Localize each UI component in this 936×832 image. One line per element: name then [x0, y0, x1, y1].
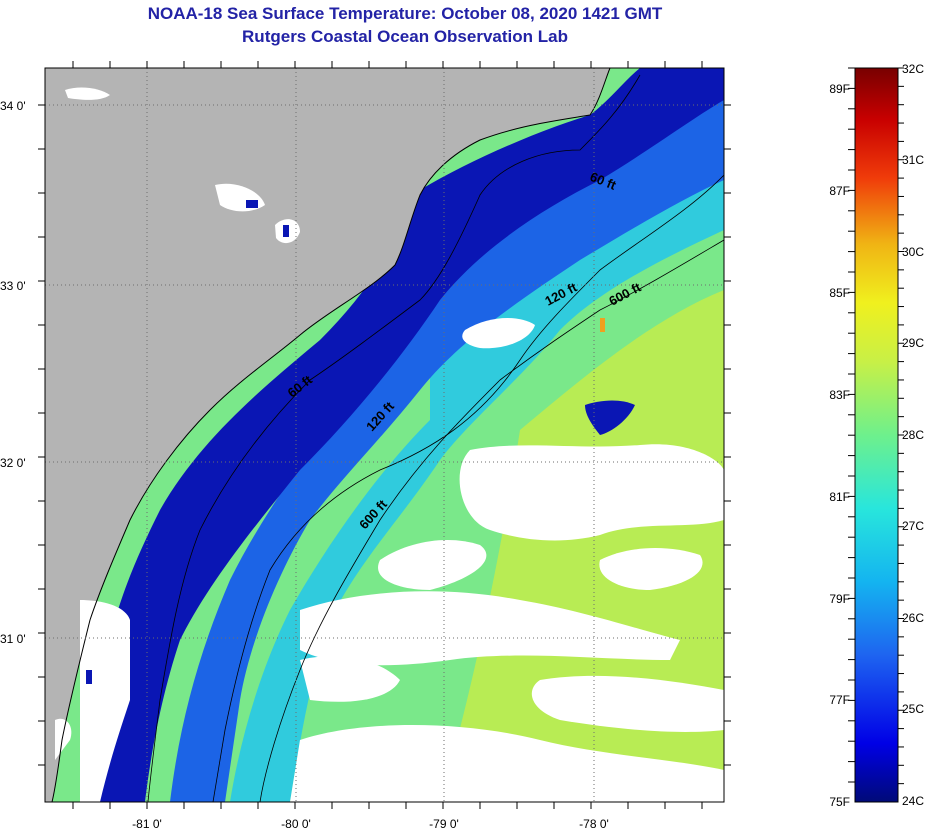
fahrenheit-label: 79F	[829, 592, 850, 606]
map-title: NOAA-18 Sea Surface Temperature: October…	[147, 4, 663, 23]
lat-label: 34 0'	[0, 99, 26, 113]
lon-label: -78 0'	[579, 817, 609, 831]
map-subtitle: Rutgers Coastal Ocean Observation Lab	[242, 27, 568, 46]
cloud-patches	[55, 87, 724, 802]
inland-water-spot	[86, 670, 92, 684]
contour-600ft	[259, 239, 724, 802]
fahrenheit-label: 87F	[829, 184, 850, 198]
map-area	[45, 68, 724, 802]
celsius-label: 28C	[902, 428, 924, 442]
inland-water-spot	[246, 200, 258, 208]
fahrenheit-label: 85F	[829, 286, 850, 300]
coastline	[51, 68, 611, 802]
mid-shelf-band	[230, 175, 724, 802]
lat-label: 32 0'	[0, 456, 26, 470]
celsius-label: 25C	[902, 702, 924, 716]
lon-label: -81 0'	[132, 817, 162, 831]
fahrenheit-label: 75F	[829, 795, 850, 809]
land-mass	[45, 68, 610, 802]
warm-spot	[600, 318, 605, 332]
lat-label: 33 0'	[0, 279, 26, 293]
axis-ticks	[38, 61, 731, 809]
gulf-stream-band	[440, 290, 724, 802]
contour-120ft	[212, 174, 724, 802]
fahrenheit-label: 81F	[829, 490, 850, 504]
color-scale-ticks	[848, 67, 904, 785]
contour-60ft	[147, 74, 641, 802]
celsius-label: 26C	[902, 611, 924, 625]
color-scale-bar	[854, 67, 899, 803]
celsius-label: 31C	[902, 153, 924, 167]
inland-water-spot	[283, 225, 289, 237]
celsius-label: 24C	[902, 794, 924, 808]
shelf-band	[170, 90, 724, 802]
lat-label: 31 0'	[0, 632, 26, 646]
map-frame	[44, 67, 725, 803]
fahrenheit-label: 89F	[829, 82, 850, 96]
celsius-label: 32C	[902, 62, 924, 76]
fahrenheit-label: 83F	[829, 388, 850, 402]
celsius-label: 29C	[902, 336, 924, 350]
lon-label: -80 0'	[281, 817, 311, 831]
lon-label: -79 0'	[429, 817, 459, 831]
celsius-label: 27C	[902, 519, 924, 533]
celsius-label: 30C	[902, 245, 924, 259]
cold-eddy	[585, 400, 635, 435]
fahrenheit-label: 77F	[829, 693, 850, 707]
